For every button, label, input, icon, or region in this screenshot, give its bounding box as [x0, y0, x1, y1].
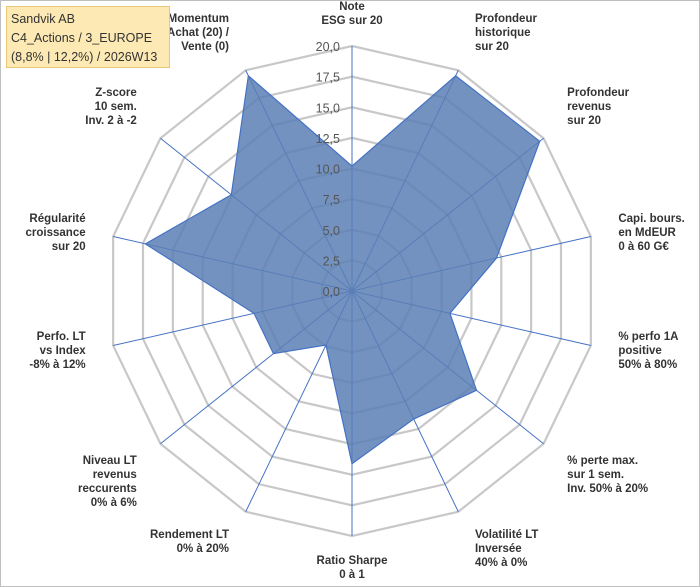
data-series [144, 74, 541, 465]
axis-label-line: 10 sem. [95, 101, 137, 113]
axis-label-line: Capi. bours. [618, 213, 684, 225]
axis-label-line: Inversée [475, 543, 522, 555]
axis-label: Rendement LT 0% à 20% [150, 529, 229, 555]
info-title: Sandvik AB [11, 12, 75, 26]
axis-label: % perte max. sur 1 sem. Inv. 50% à 20% [567, 455, 648, 495]
axis-label-line: Volatilité LT [475, 529, 538, 541]
info-category: C4_Actions / 3_EUROPE [11, 31, 153, 45]
axis-label-line: Profondeur [475, 13, 537, 25]
tick-label: 7,5 [323, 193, 340, 207]
tick-label: 2,5 [323, 254, 340, 268]
axis-label-line: revenus [93, 469, 137, 481]
axis-label-line: 50% à 80% [618, 359, 677, 371]
tick-label: 20,0 [316, 40, 340, 54]
axis-label-line: Achat (20) / [167, 27, 230, 39]
axis-label-line: positive [618, 345, 661, 357]
tick-label: 5,0 [323, 224, 340, 238]
axis-label-line: Régularité [29, 213, 85, 225]
axis-label-line: Inv. 50% à 20% [567, 483, 648, 495]
axis-label-line: sur 1 sem. [567, 469, 624, 481]
info-box: Sandvik AB C4_Actions / 3_EUROPE (8,8% |… [6, 6, 170, 68]
axis-label-line: % perte max. [567, 455, 638, 467]
axis-label: Ratio Sharpe 0 à 1 [317, 555, 388, 581]
axis-label-line: Note [339, 1, 365, 13]
tick-label: 15,0 [316, 101, 340, 115]
tick-label: 0,0 [323, 285, 340, 299]
axis-label: Profondeur revenus sur 20 [567, 87, 629, 127]
info-stats: (8,8% | 12,2%) / 2026W13 [11, 50, 158, 64]
axis-label-line: 0 à 60 G€ [618, 241, 669, 253]
axis-label-line: 0% à 6% [91, 497, 137, 509]
tick-label: 12,5 [316, 132, 340, 146]
axis-label: Régularité croissance sur 20 [26, 213, 86, 253]
axis-label: % perfo 1A positive 50% à 80% [618, 331, 678, 371]
axis-label-line: -8% à 12% [29, 359, 85, 371]
axis-label-line: 0% à 20% [177, 543, 229, 555]
axis-label-line: sur 20 [52, 241, 86, 253]
axis-label-line: 0 à 1 [339, 569, 365, 581]
axis-label-line: Ratio Sharpe [317, 555, 388, 567]
axis-label-line: Niveau LT [83, 455, 137, 467]
axis-label-line: Rendement LT [150, 529, 229, 541]
axis-label-line: % perfo 1A [618, 331, 678, 343]
axis-label: Note ESG sur 20 [321, 1, 382, 27]
axis-label: Volatilité LT Inversée 40% à 0% [475, 529, 538, 569]
axis-label: Profondeur historique sur 20 [475, 13, 537, 53]
axis-label: Z-score 10 sem. Inv. 2 à -2 [85, 87, 137, 127]
axis-label-line: vs Index [40, 345, 87, 357]
axis-label: Perfo. LT vs Index -8% à 12% [29, 331, 86, 371]
axis-label-line: sur 20 [567, 115, 601, 127]
axis-label-line: historique [475, 27, 531, 39]
axis-label-line: Inv. 2 à -2 [85, 115, 137, 127]
axis-label-line: 40% à 0% [475, 557, 527, 569]
axis-label-line: Z-score [95, 87, 137, 99]
tick-label: 10,0 [316, 163, 340, 177]
axis-label: Niveau LT revenus reccurents 0% à 6% [78, 455, 137, 509]
axis-label-line: en MdEUR [618, 227, 676, 239]
axis-label-line: Momentum [168, 13, 229, 25]
tick-label: 17,5 [316, 71, 340, 85]
axis-label: Momentum Achat (20) / Vente (0) [167, 13, 230, 53]
axis-label: Capi. bours. en MdEUR 0 à 60 G€ [618, 213, 684, 253]
axis-label-line: ESG sur 20 [321, 15, 382, 27]
axis-label-line: Profondeur [567, 87, 629, 99]
axis-label-line: Perfo. LT [37, 331, 86, 343]
axis-label-line: revenus [567, 101, 611, 113]
axis-label-line: reccurents [78, 483, 137, 495]
axis-label-line: sur 20 [475, 41, 509, 53]
axis-label-line: croissance [26, 227, 86, 239]
axis-label-line: Vente (0) [181, 41, 229, 53]
